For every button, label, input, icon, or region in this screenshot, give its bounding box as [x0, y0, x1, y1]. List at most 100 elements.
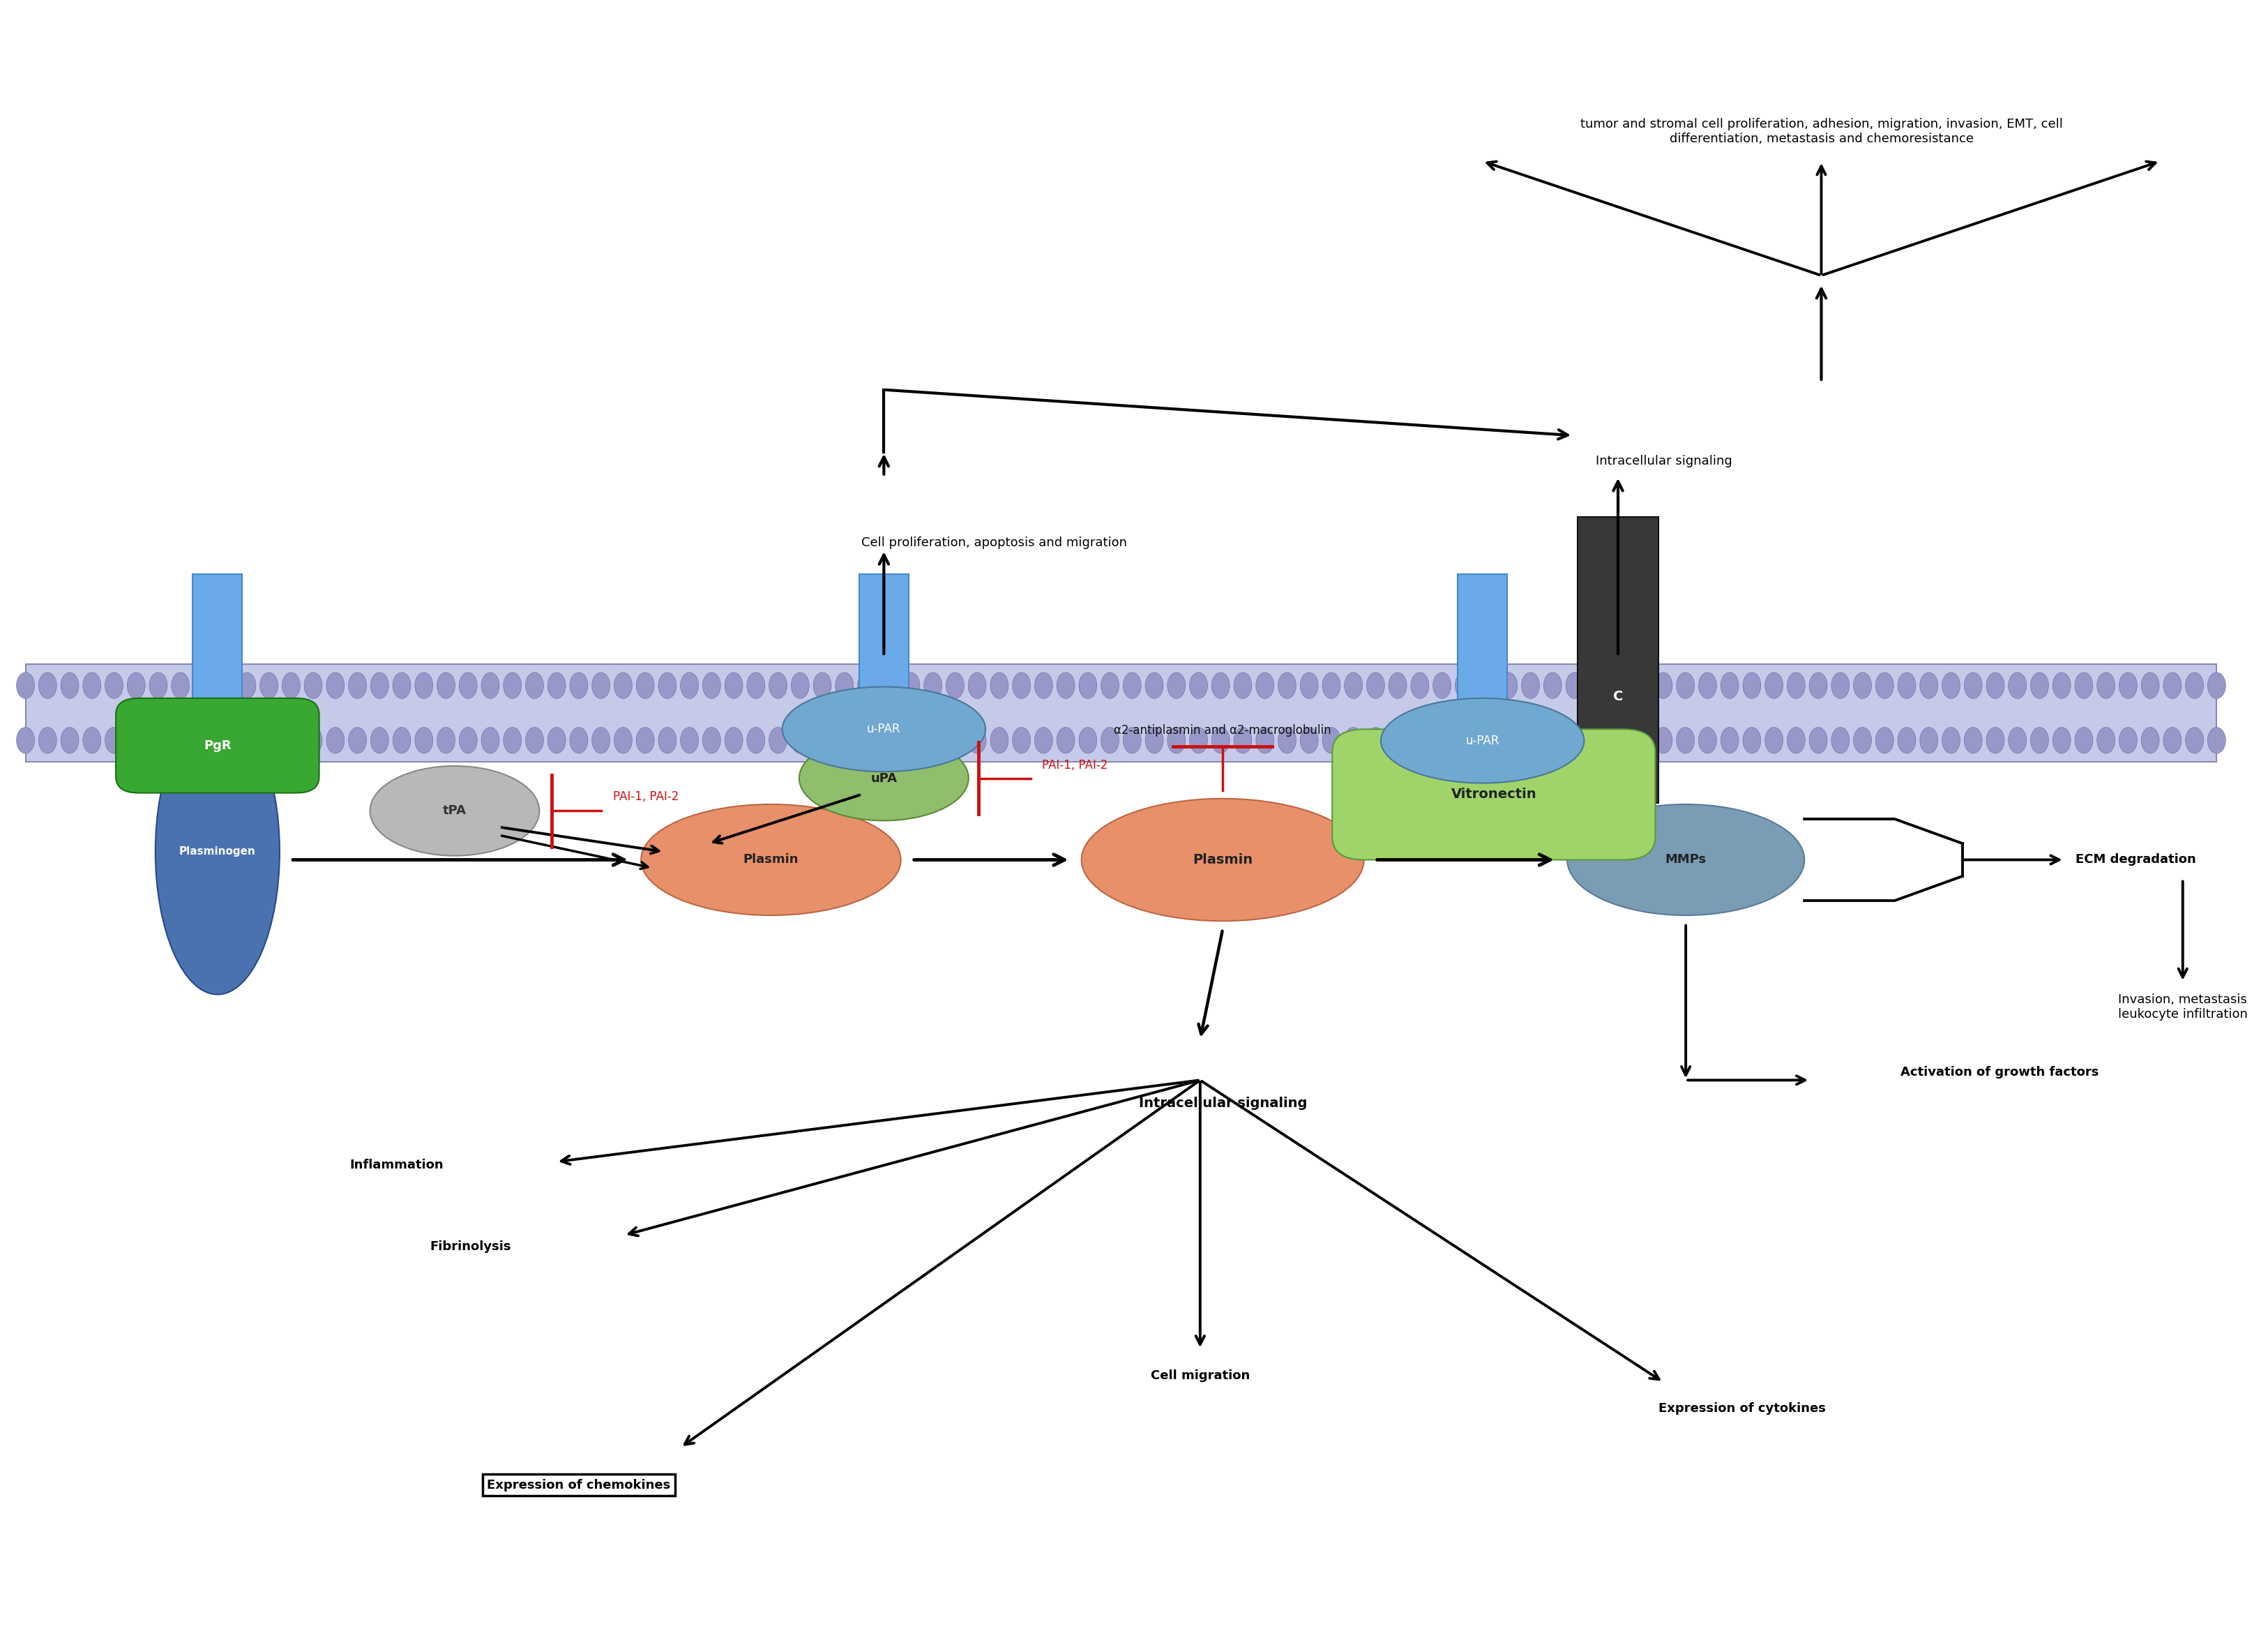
Ellipse shape	[680, 727, 699, 753]
Ellipse shape	[615, 673, 633, 698]
Ellipse shape	[991, 727, 1009, 753]
FancyBboxPatch shape	[116, 698, 320, 793]
Ellipse shape	[1211, 673, 1229, 698]
Ellipse shape	[526, 727, 544, 753]
Ellipse shape	[1277, 727, 1295, 753]
Ellipse shape	[1300, 727, 1318, 753]
Text: u-PAR: u-PAR	[1465, 734, 1499, 747]
Ellipse shape	[1964, 727, 1982, 753]
Ellipse shape	[1034, 727, 1052, 753]
Ellipse shape	[1919, 673, 1937, 698]
Ellipse shape	[193, 673, 211, 698]
Ellipse shape	[1034, 673, 1052, 698]
Ellipse shape	[503, 727, 522, 753]
Ellipse shape	[1941, 673, 1960, 698]
Text: C: C	[1613, 690, 1624, 703]
Ellipse shape	[1388, 727, 1406, 753]
Text: PAI-1, PAI-2: PAI-1, PAI-2	[1041, 758, 1107, 771]
Ellipse shape	[1277, 673, 1295, 698]
Ellipse shape	[658, 673, 676, 698]
Ellipse shape	[1256, 727, 1275, 753]
Ellipse shape	[2030, 727, 2048, 753]
Ellipse shape	[1322, 673, 1340, 698]
Bar	[25, 663, 2216, 762]
Ellipse shape	[857, 727, 875, 753]
Ellipse shape	[903, 673, 921, 698]
Ellipse shape	[156, 709, 279, 994]
Ellipse shape	[946, 727, 964, 753]
Text: Inflammation: Inflammation	[349, 1158, 442, 1171]
Ellipse shape	[923, 673, 941, 698]
Text: Plasminogen: Plasminogen	[179, 847, 256, 857]
Ellipse shape	[1123, 673, 1141, 698]
Ellipse shape	[2164, 673, 2182, 698]
Ellipse shape	[438, 727, 456, 753]
Ellipse shape	[635, 673, 653, 698]
Ellipse shape	[438, 673, 456, 698]
Ellipse shape	[946, 673, 964, 698]
Ellipse shape	[923, 727, 941, 753]
Ellipse shape	[1898, 727, 1916, 753]
Ellipse shape	[703, 727, 721, 753]
Ellipse shape	[658, 727, 676, 753]
Ellipse shape	[304, 673, 322, 698]
Ellipse shape	[1742, 727, 1760, 753]
Ellipse shape	[1499, 673, 1517, 698]
Ellipse shape	[481, 673, 499, 698]
Ellipse shape	[2118, 673, 2136, 698]
Ellipse shape	[1610, 727, 1628, 753]
Ellipse shape	[782, 686, 987, 771]
Ellipse shape	[2053, 727, 2071, 753]
Text: Intracellular signaling: Intracellular signaling	[1594, 455, 1733, 467]
Ellipse shape	[1633, 673, 1651, 698]
Ellipse shape	[1876, 673, 1894, 698]
Ellipse shape	[1588, 727, 1606, 753]
Ellipse shape	[1411, 673, 1429, 698]
Ellipse shape	[1456, 673, 1474, 698]
Bar	[193, 575, 243, 778]
Ellipse shape	[2118, 727, 2136, 753]
Ellipse shape	[1300, 673, 1318, 698]
Ellipse shape	[903, 727, 921, 753]
Ellipse shape	[1810, 727, 1828, 753]
Ellipse shape	[349, 727, 367, 753]
Ellipse shape	[1234, 673, 1252, 698]
Ellipse shape	[1742, 673, 1760, 698]
Ellipse shape	[193, 727, 211, 753]
Ellipse shape	[1082, 799, 1363, 921]
Ellipse shape	[84, 673, 102, 698]
Text: Invasion, metastasis
leukocyte infiltration: Invasion, metastasis leukocyte infiltrat…	[2118, 994, 2248, 1020]
Ellipse shape	[1545, 727, 1563, 753]
Ellipse shape	[172, 673, 191, 698]
Ellipse shape	[150, 727, 168, 753]
Ellipse shape	[2141, 727, 2159, 753]
Text: u-PAR: u-PAR	[866, 722, 900, 735]
Ellipse shape	[703, 673, 721, 698]
Ellipse shape	[880, 673, 898, 698]
Ellipse shape	[1368, 727, 1386, 753]
Ellipse shape	[215, 673, 234, 698]
Ellipse shape	[1787, 727, 1805, 753]
Ellipse shape	[1168, 673, 1186, 698]
Text: PAI-1, PAI-2: PAI-1, PAI-2	[612, 790, 678, 803]
Ellipse shape	[1721, 673, 1740, 698]
Ellipse shape	[458, 727, 476, 753]
Text: Vitronectin: Vitronectin	[1452, 788, 1535, 801]
Ellipse shape	[1565, 673, 1583, 698]
Ellipse shape	[1610, 673, 1628, 698]
Ellipse shape	[1699, 673, 1717, 698]
Ellipse shape	[261, 727, 279, 753]
Ellipse shape	[1100, 727, 1118, 753]
Ellipse shape	[835, 673, 853, 698]
Ellipse shape	[61, 673, 79, 698]
Ellipse shape	[370, 673, 388, 698]
Ellipse shape	[1322, 727, 1340, 753]
Ellipse shape	[1787, 673, 1805, 698]
Ellipse shape	[1565, 727, 1583, 753]
Ellipse shape	[1145, 673, 1163, 698]
Ellipse shape	[2030, 673, 2048, 698]
Ellipse shape	[2098, 727, 2116, 753]
Ellipse shape	[2207, 727, 2225, 753]
Ellipse shape	[592, 727, 610, 753]
Ellipse shape	[104, 727, 122, 753]
